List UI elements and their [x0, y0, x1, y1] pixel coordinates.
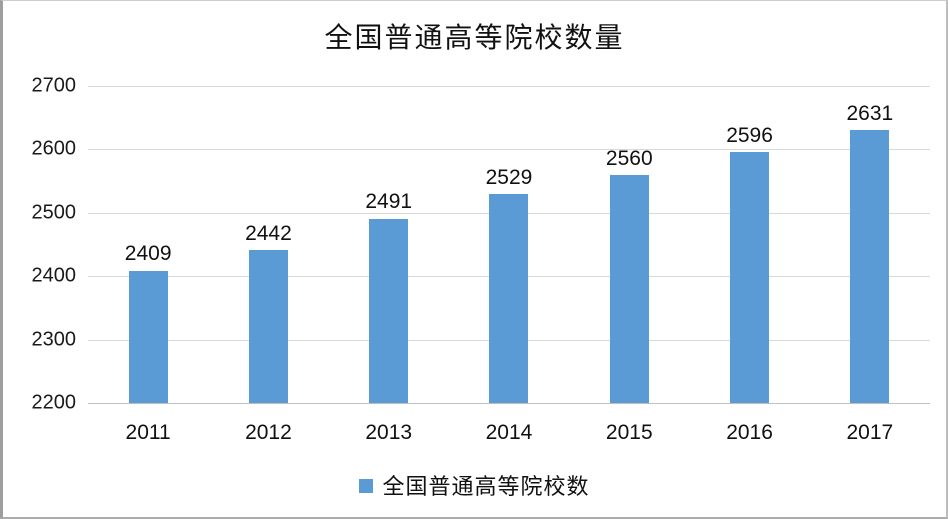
- y-tick-label: 2300: [31, 328, 77, 351]
- y-tick-label: 2500: [31, 201, 77, 224]
- bar: [248, 249, 288, 403]
- bar-group-2011: 2409: [88, 86, 208, 403]
- gridline-2200: [88, 403, 930, 404]
- legend-swatch-icon: [359, 479, 374, 493]
- x-axis-label: 2014: [485, 421, 533, 444]
- bar: [609, 174, 649, 403]
- plot-area: 2409 2442 2491 2529 2560 2596 2631: [88, 86, 930, 404]
- bar-data-label: 2529: [485, 166, 533, 190]
- x-axis-label: 2013: [365, 421, 413, 444]
- legend: 全国普通高等院校数: [3, 469, 946, 501]
- x-axis-label: 2016: [726, 421, 773, 444]
- bar-data-label: 2442: [245, 221, 292, 245]
- y-tick-label: 2400: [31, 264, 77, 287]
- x-axis-label: 2011: [125, 421, 171, 444]
- bar-data-label: 2631: [846, 101, 894, 125]
- y-tick-label: 2700: [31, 74, 77, 97]
- bar-data-label: 2409: [124, 242, 172, 266]
- bar-data-label: 2491: [365, 190, 413, 214]
- bar-group-2016: 2596: [689, 86, 809, 403]
- bar-group-2014: 2529: [449, 86, 569, 403]
- bar-group-2017: 2631: [810, 86, 930, 403]
- chart-title: 全国普通高等院校数量: [324, 23, 625, 54]
- bar-group-2013: 2491: [329, 86, 449, 403]
- bars-container: 2409 2442 2491 2529 2560 2596 2631: [88, 86, 930, 403]
- legend-label: 全国普通高等院校数: [382, 474, 590, 499]
- bar-data-label: 2560: [605, 146, 653, 170]
- x-axis: 2011 2012 2013 2014 2015 2016 2017: [88, 421, 930, 445]
- bar: [730, 151, 770, 403]
- x-axis-label: 2017: [846, 421, 894, 444]
- bar-group-2015: 2560: [569, 86, 689, 403]
- gridline-2700: [88, 86, 930, 87]
- bar: [128, 270, 168, 403]
- x-axis-label: 2012: [245, 421, 292, 444]
- bar: [850, 129, 890, 403]
- bar-data-label: 2596: [726, 123, 773, 147]
- bar: [489, 194, 529, 403]
- x-axis-label: 2015: [605, 421, 653, 444]
- y-tick-label: 2200: [31, 391, 77, 414]
- bar: [369, 218, 409, 403]
- bar-group-2012: 2442: [208, 86, 328, 403]
- gridline-2600: [88, 149, 930, 151]
- y-axis: 2200 2300 2400 2500 2600 2700: [3, 75, 77, 414]
- y-tick-label: 2600: [31, 137, 77, 160]
